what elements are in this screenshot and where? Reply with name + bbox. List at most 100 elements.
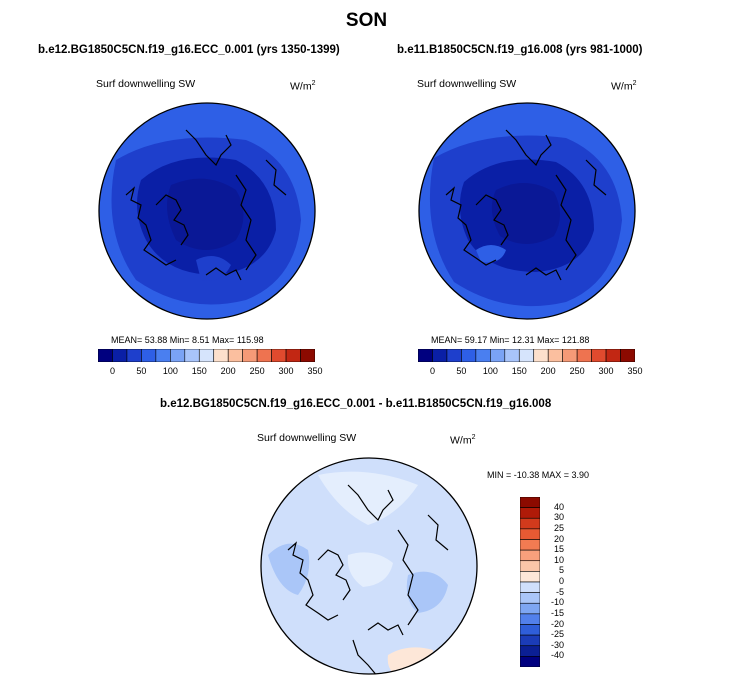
diff-colorbar-tick-label: -40 (550, 650, 564, 661)
panel1-colorbar-tick-label: 350 (307, 366, 323, 376)
diff-colorbar-swatch (520, 613, 540, 625)
diff-colorbar-swatch (520, 539, 540, 551)
diff-field-light2 (347, 552, 393, 587)
panel1-colorbar-swatches (98, 349, 315, 362)
panel2-stats: MEAN= 59.17 Min= 12.31 Max= 121.88 (431, 335, 590, 345)
panel1-stats: MEAN= 53.88 Min= 8.51 Max= 115.98 (111, 335, 264, 345)
diff-colorbar-swatch (520, 634, 540, 647)
diff-field-positive (387, 647, 433, 674)
panel1-colorbar-tick-label: 100 (162, 366, 178, 376)
panel1-colorbar-swatch (170, 349, 186, 362)
panel1-colorbar-tick-label: 150 (191, 366, 207, 376)
panel2-colorbar-swatch (446, 349, 462, 362)
diff-stats: MIN = -10.38 MAX = 3.90 (487, 470, 590, 480)
panel2-colorbar-tick-label: 100 (482, 366, 498, 376)
panel1-field-pole (167, 178, 244, 250)
panel2-colorbar-swatch (562, 349, 578, 362)
diff-variable-label: Surf downwelling SW (257, 432, 357, 444)
diff-colorbar-tick-label: -20 (550, 618, 564, 629)
panel2-colorbar-tick-label: 0 (429, 366, 435, 376)
panel2-colorbar-tick-label: 150 (511, 366, 527, 376)
diff-coastlines (287, 484, 449, 674)
diff-colorbar-tick-label: -10 (550, 597, 564, 608)
diff-map-border (260, 457, 478, 675)
panel1-colorbar-swatch (227, 349, 243, 362)
diff-units: W/m2 (450, 434, 476, 447)
diff-colorbar-tick-label: 30 (553, 512, 564, 523)
diff-colorbar-tick-label: -25 (550, 629, 564, 640)
panel2-field-patch (476, 245, 506, 263)
panel2-colorbar-swatches (418, 349, 635, 362)
diff-polar-map (260, 457, 478, 675)
panel2-colorbar-swatch (461, 349, 477, 362)
diff-colorbar-swatch (520, 571, 540, 583)
panel2-colorbar-swatch (576, 349, 592, 362)
panel1-colorbar-swatch (126, 349, 142, 362)
panel1-colorbar-swatch (112, 349, 128, 362)
panel1-colorbar-swatch (271, 349, 287, 362)
panel1-colorbar-ticks: 0 50 100 150 200 250 300 350 (98, 366, 323, 378)
panel1-colorbar-tick-label: 300 (278, 366, 294, 376)
panel1-colorbar-swatch (184, 349, 200, 362)
diff-colorbar-tick-label: 10 (553, 554, 564, 565)
diff-colorbar-swatch (520, 645, 540, 657)
diff-field-mid (268, 543, 310, 595)
diff-colorbar-tick-label: 0 (558, 576, 564, 586)
panel2-colorbar-swatch (591, 349, 607, 362)
panel1-colorbar-swatch (285, 349, 301, 362)
panel1-coastlines (125, 129, 287, 281)
diff-colorbar-tick-label: 20 (553, 533, 564, 544)
panel1-units: W/m2 (290, 80, 316, 93)
diff-colorbar-tick-label: 40 (553, 501, 564, 512)
panel2-colorbar-tick-label: 250 (569, 366, 585, 376)
diff-colorbar (520, 497, 540, 667)
panel1-polar-map (98, 102, 316, 320)
panel1-colorbar-swatch (256, 349, 272, 362)
diff-colorbar-tick-label: -30 (550, 639, 564, 650)
panel2-colorbar-swatch (605, 349, 621, 362)
diff-case-title: b.e12.BG1850C5CN.f19_g16.ECC_0.001 - b.e… (160, 398, 552, 410)
panel1-variable-label: Surf downwelling SW (96, 78, 196, 90)
diff-colorbar-swatch (520, 507, 540, 519)
panel2-colorbar-swatch (533, 349, 549, 362)
page-title: SON (345, 10, 388, 31)
diff-colorbar-swatch (520, 528, 540, 540)
panel1-case-title: b.e12.BG1850C5CN.f19_g16.ECC_0.001 (yrs … (38, 44, 340, 56)
diff-colorbar-tick-label: 5 (558, 565, 564, 576)
panel2-polar-map (418, 102, 636, 320)
panel2-colorbar-swatch (490, 349, 506, 362)
diff-colorbar-swatch (520, 497, 540, 508)
panel2-colorbar-tick-label: 300 (598, 366, 614, 376)
panel1-colorbar-swatch (198, 349, 215, 362)
diff-colorbar-swatch (520, 656, 540, 667)
diff-field-mid2 (406, 571, 448, 613)
panel2-variable-label: Surf downwelling SW (417, 78, 517, 90)
diff-colorbar-tick-label: 15 (553, 544, 564, 555)
panel1-field-patch (196, 256, 231, 281)
panel1-colorbar-swatch (141, 349, 157, 362)
panel2-field-pole (491, 182, 560, 244)
panel2-units: W/m2 (611, 80, 637, 93)
panel1-colorbar-tick-label: 0 (109, 366, 115, 376)
panel2-colorbar-swatch (620, 349, 635, 362)
panel1-colorbar (98, 349, 315, 362)
diff-colorbar-tick-label: -15 (550, 607, 564, 618)
diff-colorbar-swatch (520, 602, 540, 615)
panel1-map-border (98, 102, 316, 320)
panel2-colorbar-tick-label: 200 (540, 366, 556, 376)
diff-colorbar-swatch (520, 517, 540, 530)
panel2-coastlines (445, 129, 607, 281)
diff-colorbar-swatch (520, 592, 540, 604)
diff-colorbar-swatch (520, 624, 540, 636)
panel1-colorbar-tick-label: 50 (136, 366, 147, 376)
panel2-colorbar (418, 349, 635, 362)
diff-colorbar-ticks: 40 30 25 20 15 10 5 0 -5 -10 -15 -20 -25 -30 -40 (540, 497, 570, 667)
panel2-colorbar-swatch (518, 349, 535, 362)
panel2-colorbar-tick-label: 50 (456, 366, 467, 376)
panel1-colorbar-tick-label: 250 (249, 366, 265, 376)
diff-colorbar-swatch (520, 581, 540, 593)
diff-colorbar-swatches (520, 497, 540, 667)
panel2-case-title: b.e11.B1850C5CN.f19_g16.008 (yrs 981-100… (397, 44, 643, 56)
panel1-colorbar-swatch (242, 349, 258, 362)
diff-colorbar-swatch (520, 560, 540, 572)
